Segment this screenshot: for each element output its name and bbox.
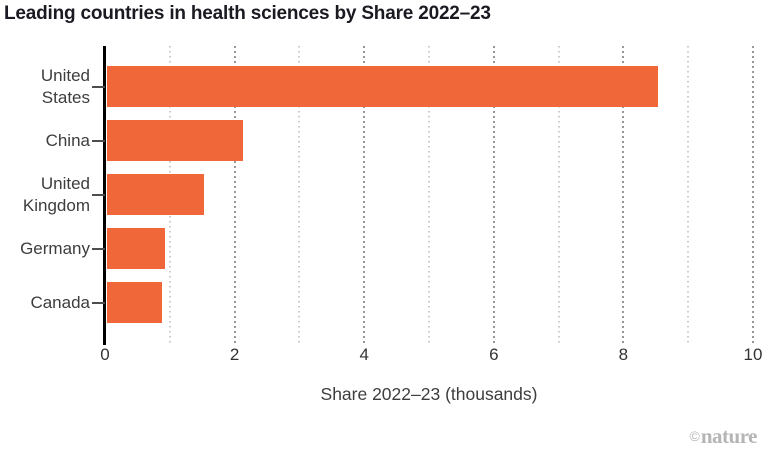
category-label-united-kingdom: United Kingdom — [22, 173, 90, 215]
bar-germany — [107, 228, 166, 270]
x-tick-label-8: 8 — [618, 345, 629, 364]
bar-canada — [107, 282, 163, 324]
gridline-major — [233, 46, 236, 345]
x-tick-label-10: 10 — [743, 345, 763, 364]
gridline-major — [492, 46, 495, 345]
y-tick-mark — [92, 301, 105, 304]
bar-united-states — [107, 66, 658, 107]
gridline-minor — [298, 46, 301, 345]
category-label-canada: Canada — [30, 292, 90, 312]
x-axis-title: Share 2022–23 (thousands) — [320, 384, 538, 404]
copyright-icon: © — [689, 428, 701, 444]
gridline-minor — [687, 46, 690, 345]
bar-united-kingdom — [107, 174, 205, 216]
gridline-minor — [557, 46, 560, 345]
x-tick-label-2: 2 — [229, 345, 240, 364]
chart-title: Leading countries in health sciences by … — [4, 3, 491, 24]
publisher-credit: ©nature — [689, 424, 758, 449]
gridline-major — [752, 46, 754, 345]
y-tick-mark — [92, 247, 105, 250]
bar-china — [107, 120, 244, 162]
y-tick-mark — [92, 139, 105, 142]
category-label-china: China — [45, 130, 90, 150]
category-label-germany: Germany — [20, 238, 90, 258]
x-tick-label-4: 4 — [359, 345, 369, 364]
plot-area — [105, 46, 754, 345]
gridline-major — [622, 46, 625, 345]
gridline-minor — [428, 46, 430, 345]
category-label-united-states: United States — [40, 65, 90, 107]
y-tick-mark — [92, 85, 105, 88]
x-tick-label-6: 6 — [489, 345, 499, 364]
nature-logo: nature — [700, 424, 758, 448]
x-tick-label-0: 0 — [100, 345, 110, 364]
gridline-major — [363, 46, 366, 345]
y-tick-mark — [92, 193, 105, 196]
